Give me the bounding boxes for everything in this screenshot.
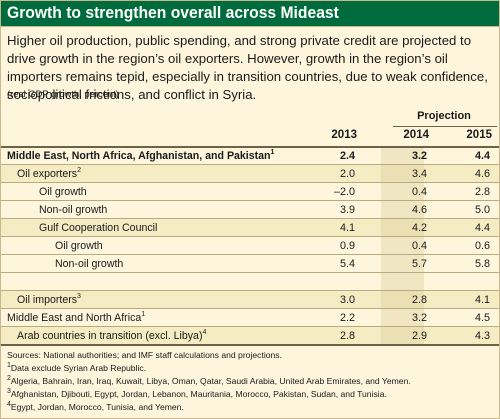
header-rule [1,146,499,148]
row-rule [1,164,499,165]
table-cell: 2.0 [339,168,355,180]
title-bar: Growth to strengthen overall across Mide… [1,1,499,27]
table-cell: 3.2 [411,150,427,162]
row-label-gcc: Gulf Cooperation Council [39,222,158,234]
table-cell: 0.4 [411,240,427,252]
year-header-2014: 2014 [403,129,429,141]
row-label-mena: Middle East and North Africa1 [7,311,146,324]
table-cell: 3.4 [411,168,427,180]
table-cell: 4.1 [474,294,490,306]
row-bg-oil-exporters [1,165,499,183]
row-bg-gcc [1,219,499,237]
footnote-1: 1Data exclude Syrian Arab Republic. [7,362,147,373]
table-cell: 0.4 [411,186,427,198]
row-rule [1,182,499,183]
row-rule [1,254,499,255]
projection-rule [393,126,497,127]
table-bottom-rule [1,344,499,346]
projection-label: Projection [417,110,471,122]
row-label-oil-exporters: Oil exporters2 [17,167,81,180]
table-cell: 3.0 [339,294,355,306]
row-bg-transition [1,327,499,345]
year-header-2015: 2015 [466,129,492,141]
table-cell: 2.9 [411,330,427,342]
table-cell: 5.8 [474,258,490,270]
row-rule [1,236,499,237]
row-label-gcc-oil-growth: Oil growth [55,240,103,252]
row-rule [1,308,499,309]
footnote-4: 4Egypt, Jordan, Morocco, Tunisia, and Ye… [7,401,184,412]
table-cell: 2.8 [339,330,355,342]
table-cell: 4.4 [474,150,490,162]
page-title: Growth to strengthen overall across Mide… [7,4,339,22]
table-cell: 3.2 [411,312,427,324]
source-note: Sources: National authorities; and IMF s… [7,350,282,360]
row-rule [1,218,499,219]
row-label-oil-growth: Oil growth [39,186,87,198]
units-note: (real GDP growth, percent) [7,88,119,99]
row-label-gcc-non-oil-growth: Non-oil growth [55,258,124,270]
row-rule [1,200,499,201]
table-cell: 4.2 [411,222,427,234]
table-cell: 2.4 [339,150,355,162]
footnote-3: 3Afghanistan, Djibouti, Egypt, Jordan, L… [7,388,387,399]
row-rule [1,290,499,291]
table-cell: 0.9 [339,240,355,252]
intro-text: Higher oil production, public spending, … [7,33,488,102]
table-cell: 4.6 [474,168,490,180]
table-cell: 2.8 [411,294,427,306]
table-cell: 2.2 [339,312,355,324]
table-cell: 4.1 [339,222,355,234]
table-cell: 4.6 [411,204,427,216]
row-label-mena-ap: Middle East, North Africa, Afghanistan, … [7,149,275,162]
table-cell: 5.7 [411,258,427,270]
table-cell: 2.8 [474,186,490,198]
row-rule [1,326,499,327]
table-cell: 4.5 [474,312,490,324]
table-cell: 5.0 [474,204,490,216]
table-cell: 0.6 [474,240,490,252]
table-cell: 5.4 [339,258,355,270]
table-cell: 3.9 [339,204,355,216]
row-bg-oil-importers [1,291,499,309]
row-rule [1,272,499,273]
table-cell: 4.4 [474,222,490,234]
table-cell: 4.3 [474,330,490,342]
row-label-non-oil-growth: Non-oil growth [39,204,108,216]
table-cell: –2.0 [333,186,355,198]
row-label-oil-importers: Oil importers3 [17,293,81,306]
footnote-2: 2Algeria, Bahrain, Iran, Iraq, Kuwait, L… [7,375,411,386]
projection-column-shade [381,148,424,345]
row-label-arab-transition: Arab countries in transition (excl. Liby… [17,329,207,342]
year-header-2013: 2013 [331,129,357,141]
